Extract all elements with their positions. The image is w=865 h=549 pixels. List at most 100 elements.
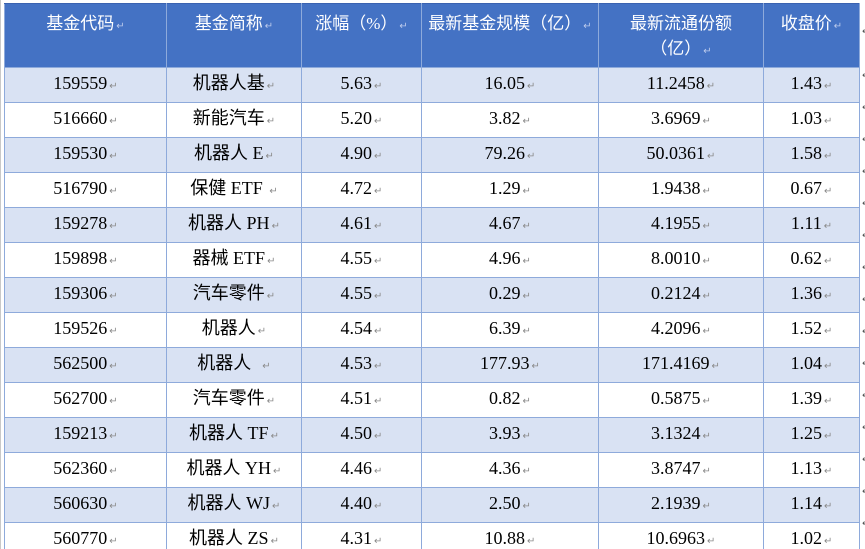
cell-shares[interactable]: 0.2124 ↵: [598, 277, 764, 313]
cell-close[interactable]: 1.39 ↵: [763, 382, 860, 418]
column-header-code[interactable]: 基金代码 ↵: [4, 3, 167, 68]
column-header-close[interactable]: 收盘价 ↵: [763, 3, 860, 68]
cell-change[interactable]: 4.55 ↵: [301, 277, 422, 313]
cell-name[interactable]: 器械 ETF ↵: [166, 242, 302, 278]
cell-shares[interactable]: 3.8747 ↵: [598, 452, 764, 488]
cell-code[interactable]: 159530 ↵: [4, 137, 167, 173]
cell-code[interactable]: 159559 ↵: [4, 67, 167, 103]
cell-scale[interactable]: 4.36 ↵: [421, 452, 599, 488]
cell-code[interactable]: 560770 ↵: [4, 522, 167, 549]
cell-change[interactable]: 5.20 ↵: [301, 102, 422, 138]
cell-close[interactable]: 1.11 ↵: [763, 207, 860, 243]
cell-code[interactable]: 562360 ↵: [4, 452, 167, 488]
cell-shares[interactable]: 4.1955 ↵: [598, 207, 764, 243]
cell-scale[interactable]: 10.88 ↵: [421, 522, 599, 549]
cell-shares[interactable]: 11.2458 ↵: [598, 67, 764, 103]
cell-name[interactable]: 机器人 PH ↵: [166, 207, 302, 243]
cell-close[interactable]: 1.43 ↵: [763, 67, 860, 103]
cell-name[interactable]: 机器人 WJ ↵: [166, 487, 302, 523]
column-header-shares[interactable]: 最新流通份额 （亿） ↵: [598, 3, 764, 68]
cell-shares[interactable]: 0.5875 ↵: [598, 382, 764, 418]
cell-close[interactable]: 0.62 ↵: [763, 242, 860, 278]
cell-name[interactable]: 机器人 YH ↵: [166, 452, 302, 488]
cell-scale[interactable]: 6.39 ↵: [421, 312, 599, 348]
end-of-cell-marker: ↵: [109, 501, 118, 512]
cell-name[interactable]: 机器人 TF ↵: [166, 417, 302, 453]
cell-name[interactable]: 汽车零件 ↵: [166, 277, 302, 313]
cell-shares[interactable]: 8.0010 ↵: [598, 242, 764, 278]
cell-code[interactable]: 159278 ↵: [4, 207, 167, 243]
cell-code[interactable]: 159306 ↵: [4, 277, 167, 313]
cell-scale[interactable]: 0.29 ↵: [421, 277, 599, 313]
cell-scale[interactable]: 4.96 ↵: [421, 242, 599, 278]
cell-code[interactable]: 562700 ↵: [4, 382, 167, 418]
cell-close[interactable]: 1.13 ↵: [763, 452, 860, 488]
cell-scale[interactable]: 0.82 ↵: [421, 382, 599, 418]
cell-scale[interactable]: 79.26 ↵: [421, 137, 599, 173]
cell-code[interactable]: 516660 ↵: [4, 102, 167, 138]
cell-shares[interactable]: 4.2096 ↵: [598, 312, 764, 348]
cell-change[interactable]: 4.61 ↵: [301, 207, 422, 243]
cell-close[interactable]: 1.52 ↵: [763, 312, 860, 348]
cell-shares[interactable]: 2.1939 ↵: [598, 487, 764, 523]
cell-close[interactable]: 1.02 ↵: [763, 522, 860, 549]
end-of-cell-marker: ↵: [711, 361, 720, 372]
cell-shares[interactable]: 3.6969 ↵: [598, 102, 764, 138]
cell-close[interactable]: 1.03 ↵: [763, 102, 860, 138]
cell-close[interactable]: 1.14 ↵: [763, 487, 860, 523]
cell-change[interactable]: 4.50 ↵: [301, 417, 422, 453]
cell-code[interactable]: 159526 ↵: [4, 312, 167, 348]
end-of-row-marker: ↵: [858, 380, 865, 412]
cell-shares[interactable]: 10.6963 ↵: [598, 522, 764, 549]
cell-code[interactable]: 516790 ↵: [4, 172, 167, 208]
cell-scale[interactable]: 16.05 ↵: [421, 67, 599, 103]
cell-change[interactable]: 4.46 ↵: [301, 452, 422, 488]
cell-name[interactable]: 机器人 E ↵: [166, 137, 302, 173]
column-header-change[interactable]: 涨幅（%） ↵: [301, 3, 422, 68]
column-header-scale[interactable]: 最新基金规模（亿） ↵: [421, 3, 599, 68]
cell-name[interactable]: 汽车零件 ↵: [166, 382, 302, 418]
cell-close[interactable]: 1.25 ↵: [763, 417, 860, 453]
cell-change[interactable]: 4.55 ↵: [301, 242, 422, 278]
cell-close[interactable]: 0.67 ↵: [763, 172, 860, 208]
cell-change[interactable]: 4.72 ↵: [301, 172, 422, 208]
cell-scale[interactable]: 4.67 ↵: [421, 207, 599, 243]
cell-code[interactable]: 562500 ↵: [4, 347, 167, 383]
cell-shares[interactable]: 171.4169 ↵: [598, 347, 764, 383]
cell-close[interactable]: 1.36 ↵: [763, 277, 860, 313]
cell-name[interactable]: 新能汽车 ↵: [166, 102, 302, 138]
cell-change[interactable]: 4.90 ↵: [301, 137, 422, 173]
cell-shares[interactable]: 1.9438 ↵: [598, 172, 764, 208]
cell-change[interactable]: 4.40 ↵: [301, 487, 422, 523]
cell-scale[interactable]: 177.93 ↵: [421, 347, 599, 383]
cell-shares[interactable]: 3.1324 ↵: [598, 417, 764, 453]
cell-change[interactable]: 4.31 ↵: [301, 522, 422, 549]
cell-scale[interactable]: 2.50 ↵: [421, 487, 599, 523]
cell-code[interactable]: 560630 ↵: [4, 487, 167, 523]
cell-close[interactable]: 1.04 ↵: [763, 347, 860, 383]
end-of-row-marker: ↵: [858, 156, 865, 188]
end-of-cell-marker: ↵: [824, 536, 833, 547]
cell-name[interactable]: 机器人 ZS ↵: [166, 522, 302, 549]
end-of-cell-marker: ↵: [374, 466, 383, 477]
cell-change[interactable]: 5.63 ↵: [301, 67, 422, 103]
cell-code[interactable]: 159213 ↵: [4, 417, 167, 453]
end-of-cell-marker: ↵: [824, 81, 833, 92]
cell-code[interactable]: 159898 ↵: [4, 242, 167, 278]
cell-close[interactable]: 1.58 ↵: [763, 137, 860, 173]
cell-change[interactable]: 4.54 ↵: [301, 312, 422, 348]
end-of-cell-marker: ↵: [702, 256, 711, 267]
cell-name[interactable]: 机器人 ↵: [166, 347, 302, 383]
cell-shares[interactable]: 50.0361 ↵: [598, 137, 764, 173]
cell-name[interactable]: 机器人基 ↵: [166, 67, 302, 103]
cell-name[interactable]: 保健 ETF ↵: [166, 172, 302, 208]
end-of-cell-marker: ↵: [109, 326, 118, 337]
end-of-cell-marker: ↵: [273, 466, 282, 477]
cell-scale[interactable]: 3.93 ↵: [421, 417, 599, 453]
cell-scale[interactable]: 1.29 ↵: [421, 172, 599, 208]
column-header-name[interactable]: 基金简称 ↵: [166, 3, 302, 68]
cell-change[interactable]: 4.51 ↵: [301, 382, 422, 418]
cell-change[interactable]: 4.53 ↵: [301, 347, 422, 383]
cell-scale[interactable]: 3.82 ↵: [421, 102, 599, 138]
cell-name[interactable]: 机器人 ↵: [166, 312, 302, 348]
